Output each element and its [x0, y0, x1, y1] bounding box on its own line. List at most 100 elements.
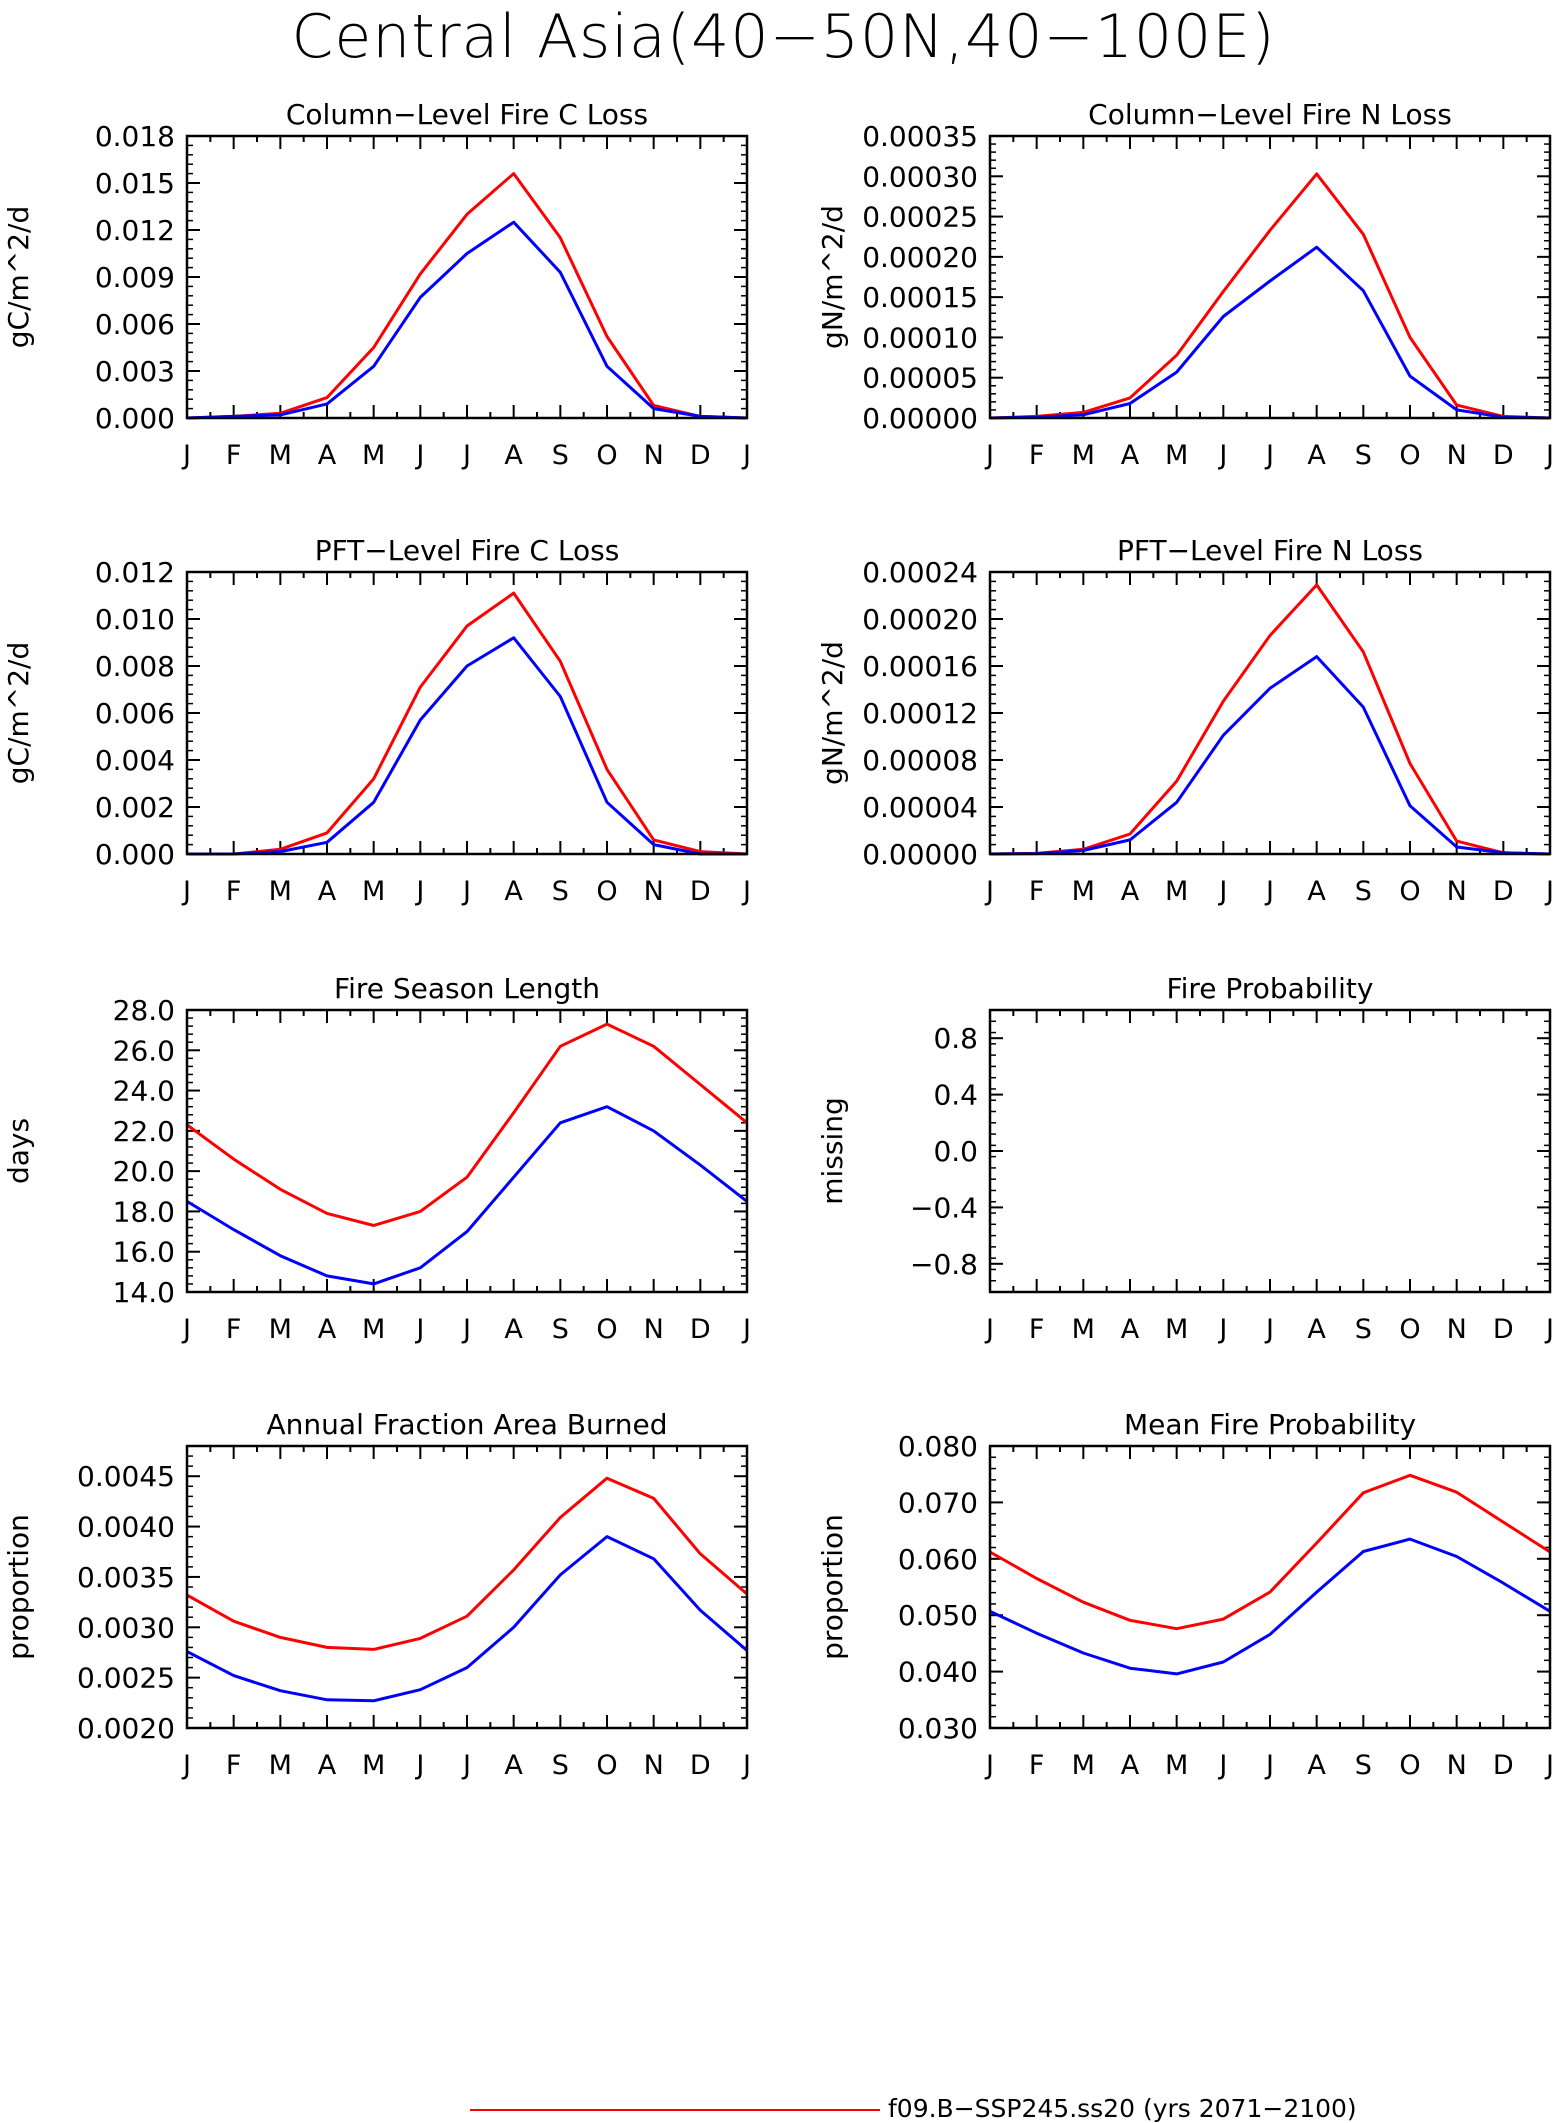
x-tick-label: A — [1121, 876, 1140, 907]
x-tick-label: A — [1307, 440, 1326, 471]
x-tick-label: O — [596, 440, 617, 471]
x-tick-label: N — [644, 440, 664, 471]
x-tick-label: M — [269, 1750, 292, 1781]
x-tick-label: F — [226, 1314, 242, 1345]
x-tick-label: J — [1217, 1314, 1227, 1345]
x-tick-label: S — [1355, 1750, 1372, 1781]
x-tick-label: J — [1217, 1750, 1227, 1781]
y-tick-label: 0.00010 — [862, 321, 978, 354]
x-tick-label: N — [1447, 440, 1467, 471]
y-tick-label: 0.00005 — [862, 362, 978, 395]
y-tick-label: 0.006 — [95, 697, 175, 730]
x-tick-label: D — [690, 876, 711, 907]
x-tick-label: F — [226, 1750, 242, 1781]
series-line-blue — [187, 636, 747, 856]
plot-frame — [988, 1444, 1552, 1730]
x-tick-label: J — [181, 1750, 191, 1781]
plot-frame — [185, 570, 749, 856]
y-tick-label: 0.0030 — [77, 1611, 175, 1644]
y-tick-label: 0.070 — [898, 1486, 978, 1519]
x-tick-label: M — [1072, 876, 1095, 907]
y-axis-label: gC/m^2/d — [2, 206, 35, 349]
x-tick-label: A — [318, 440, 337, 471]
x-tick-label: F — [226, 876, 242, 907]
x-tick-label: A — [1121, 440, 1140, 471]
y-tick-label: 0.040 — [898, 1656, 978, 1689]
x-tick-label: F — [1029, 1750, 1045, 1781]
x-tick-label: J — [461, 876, 471, 907]
chart-title: Annual Fraction Area Burned — [267, 1408, 668, 1441]
y-tick-label: 0.006 — [95, 308, 175, 341]
x-tick-label: M — [269, 440, 292, 471]
x-tick-label: J — [1217, 440, 1227, 471]
y-tick-label: 0.00012 — [862, 697, 978, 730]
x-tick-label: J — [984, 876, 994, 907]
y-tick-label: 28.0 — [113, 994, 175, 1027]
y-tick-label: 0.4 — [933, 1079, 978, 1112]
series-line-blue — [989, 1537, 1551, 1676]
x-tick-label: J — [1264, 1750, 1274, 1781]
y-tick-label: 0.003 — [95, 355, 175, 388]
chart-title: PFT−Level Fire N Loss — [1117, 534, 1423, 567]
series-line-red — [989, 583, 1551, 856]
y-tick-label: 24.0 — [113, 1075, 175, 1108]
x-tick-label: M — [1165, 440, 1188, 471]
y-tick-label: 0.0025 — [77, 1662, 175, 1695]
x-tick-label: S — [552, 876, 569, 907]
x-tick-label: A — [504, 1750, 523, 1781]
y-tick-label: 0.012 — [95, 556, 175, 589]
x-tick-label: F — [1029, 440, 1045, 471]
y-tick-label: 0.002 — [95, 791, 175, 824]
x-tick-label: O — [1399, 440, 1420, 471]
y-axis-label: days — [2, 1118, 35, 1184]
x-tick-label: M — [269, 876, 292, 907]
y-tick-label: 0.00035 — [862, 120, 978, 153]
y-tick-label: −0.8 — [910, 1248, 978, 1281]
x-tick-label: D — [690, 440, 711, 471]
y-tick-label: 0.0045 — [77, 1460, 175, 1493]
y-tick-label: 0.00024 — [862, 556, 978, 589]
y-tick-label: 0.0 — [933, 1135, 978, 1168]
y-tick-label: 0.0035 — [77, 1561, 175, 1594]
y-tick-label: 0.00000 — [862, 402, 978, 435]
x-tick-label: F — [1029, 876, 1045, 907]
x-tick-label: J — [461, 1750, 471, 1781]
x-tick-label: J — [461, 440, 471, 471]
x-tick-label: J — [984, 440, 994, 471]
x-tick-label: J — [741, 440, 751, 471]
y-axis-label: missing — [816, 1097, 849, 1205]
x-tick-label: A — [504, 876, 523, 907]
x-tick-label: N — [644, 876, 664, 907]
x-tick-label: J — [1264, 440, 1274, 471]
x-tick-label: O — [1399, 1314, 1420, 1345]
chart-title: PFT−Level Fire C Loss — [315, 534, 620, 567]
y-tick-label: 0.012 — [95, 214, 175, 247]
chart-title: Mean Fire Probability — [1124, 1408, 1416, 1441]
x-tick-label: J — [1544, 1314, 1554, 1345]
y-tick-label: 0.080 — [898, 1430, 978, 1463]
y-tick-label: 0.00008 — [862, 744, 978, 777]
x-tick-label: S — [1355, 1314, 1372, 1345]
x-tick-label: M — [1072, 440, 1095, 471]
x-tick-label: J — [741, 1750, 751, 1781]
x-tick-label: J — [414, 1314, 424, 1345]
x-tick-label: O — [596, 876, 617, 907]
x-tick-label: J — [181, 440, 191, 471]
chart-title: Fire Probability — [1167, 972, 1374, 1005]
x-tick-label: J — [461, 1314, 471, 1345]
x-tick-label: J — [1544, 876, 1554, 907]
y-axis-label: gN/m^2/d — [816, 205, 849, 349]
x-tick-label: J — [1264, 1314, 1274, 1345]
x-tick-label: A — [318, 1314, 337, 1345]
x-tick-label: F — [1029, 1314, 1045, 1345]
series-line-red — [187, 591, 748, 856]
x-tick-label: N — [644, 1750, 664, 1781]
x-tick-label: S — [552, 440, 569, 471]
x-tick-label: J — [414, 1750, 424, 1781]
chart-title: Column−Level Fire N Loss — [1088, 98, 1452, 131]
series-line-blue — [989, 655, 1551, 856]
y-tick-label: 0.010 — [95, 603, 175, 636]
